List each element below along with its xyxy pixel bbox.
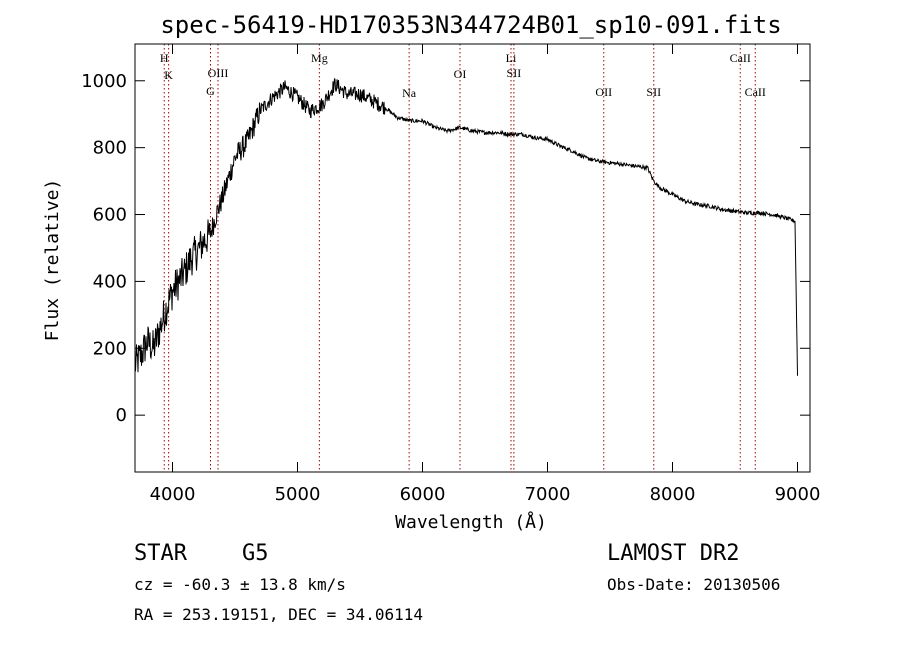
plot-frame [134,43,811,473]
spectral-line-label: K [164,68,173,82]
y-tick-label: 800 [93,138,127,159]
x-tick-label: 5000 [275,484,321,505]
spectral-line-label: G [206,84,215,98]
y-tick-label: 600 [93,205,127,226]
observation-date: Obs-Date: 20130506 [607,575,780,594]
coordinates: RA = 253.19151, DEC = 34.06114 [134,605,423,624]
y-tick-label: 0 [116,405,127,426]
spectral-line-label: CaII [730,51,751,65]
x-tick-label: 8000 [650,484,696,505]
spectral-line-label: H [160,51,169,65]
spectral-line-label: Li [506,51,517,65]
axis-ticks: 4000 5000 6000 7000 8000 9000 0 200 400 600 800 100… [81,44,820,505]
y-tick-label: 400 [93,271,127,292]
x-tick-label: 6000 [400,484,446,505]
spectral-line-label: OI [454,67,467,81]
object-class: STAR [134,541,188,566]
spectral-type: G5 [242,541,269,566]
x-tick-label: 7000 [525,484,571,505]
survey-name: LAMOST DR2 [607,541,739,566]
chart-title: spec-56419-HD170353N344724B01_sp10-091.f… [160,11,781,39]
x-axis-label: Wavelength (Å) [395,511,547,533]
spectral-line-label: SII [507,66,522,80]
x-tick-label: 4000 [150,484,196,505]
spectral-line-label: OII [595,85,612,99]
spectral-line-label: Mg [311,51,328,65]
spectrum-series-line [134,78,798,376]
y-tick-label: 200 [93,338,127,359]
redshift-info: cz = -60.3 ± 13.8 km/s [134,575,346,594]
spectral-line-label: CaII [745,85,766,99]
spectral-line-label: SII [646,85,661,99]
y-axis-label: Flux (relative) [42,179,63,342]
y-tick-label: 1000 [81,71,127,92]
x-tick-label: 9000 [775,484,821,505]
spectral-line-label: OIII [208,66,229,80]
spectral-line-label: Na [402,86,417,100]
